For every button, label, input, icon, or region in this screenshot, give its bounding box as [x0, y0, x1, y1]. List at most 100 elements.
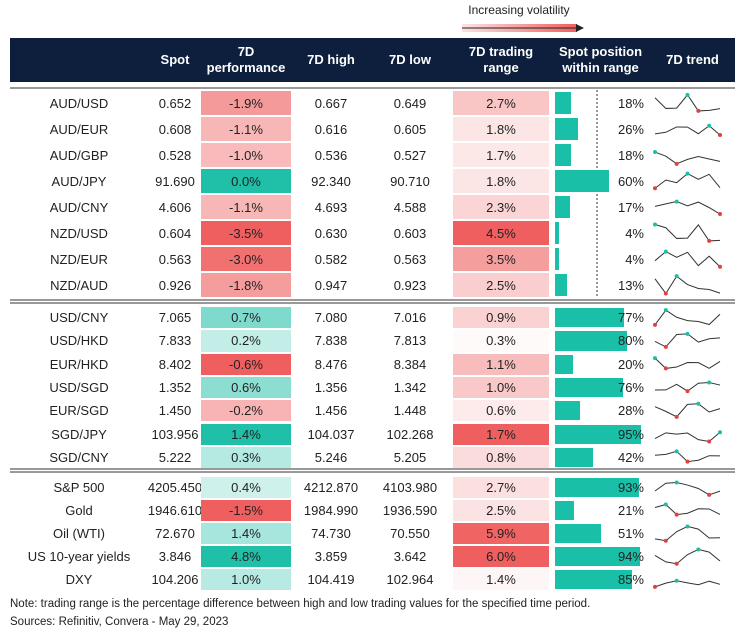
trend-low: [663, 291, 668, 296]
trend-high: [674, 274, 679, 279]
range-cell: 2.3%: [453, 195, 549, 219]
position-label: 18%: [617, 147, 644, 163]
performance-cell: 1.4%: [201, 423, 291, 445]
performance-cell: 0.6%: [201, 376, 291, 399]
row-label: Gold: [65, 503, 93, 518]
column-header: 7D performance: [206, 44, 286, 75]
value-cell: 1.352: [158, 380, 192, 396]
value-cell: 0.605: [393, 121, 427, 137]
column-header: 7D trading range: [468, 44, 534, 75]
trend-high: [653, 222, 657, 227]
position-label: 94%: [617, 549, 644, 564]
position-bar: [555, 501, 574, 520]
trend-low: [696, 108, 701, 113]
range-cell: 6.0%: [453, 546, 549, 567]
value-cell: 0.528: [158, 147, 192, 163]
row-label: AUD/CNY: [49, 199, 109, 215]
trend-low: [707, 492, 712, 497]
range-cell: 1.7%: [453, 143, 549, 167]
position-label: 76%: [617, 380, 644, 396]
value-cell: 1.450: [158, 403, 192, 419]
trend-low: [674, 561, 679, 566]
value-cell: 1.342: [393, 380, 427, 396]
performance-cell: 1.0%: [201, 569, 291, 590]
value-cell: 3.642: [393, 549, 427, 564]
trend-high: [718, 430, 722, 435]
value-cell: 8.476: [314, 356, 348, 372]
trend-low: [718, 212, 722, 217]
range-cell: 1.8%: [453, 169, 549, 193]
position-label: 18%: [617, 95, 644, 111]
trend-low: [653, 322, 657, 327]
value-cell: 0.667: [314, 95, 348, 111]
trend-high: [685, 171, 690, 176]
trend-low: [674, 161, 679, 166]
value-cell: 104.419: [307, 572, 355, 587]
trend-line: [654, 94, 721, 112]
value-cell: 5.246: [314, 449, 348, 465]
trend-line: [654, 403, 721, 418]
row-label: SGD/CNY: [49, 449, 109, 465]
value-cell: 7.813: [393, 333, 427, 349]
trend-low: [707, 238, 712, 243]
position-bar: [555, 222, 559, 244]
range-cell: 2.5%: [453, 500, 549, 521]
position-bar: [555, 274, 567, 296]
value-cell: 0.527: [393, 147, 427, 163]
position-label: 60%: [617, 173, 644, 189]
trend-low: [663, 366, 668, 371]
value-cell: 3.846: [158, 549, 192, 564]
row-label: USD/HKD: [49, 333, 109, 349]
performance-cell: -3.5%: [201, 221, 291, 245]
value-cell: 0.923: [393, 277, 427, 293]
trend-high: [653, 356, 657, 361]
row-label: AUD/USD: [49, 95, 109, 111]
value-cell: 8.402: [158, 356, 192, 372]
position-bar: [555, 424, 641, 444]
trend-high: [707, 123, 712, 128]
trend-high: [653, 150, 657, 155]
position-label: 4%: [625, 251, 644, 267]
trend-low: [685, 459, 690, 464]
value-cell: 8.384: [393, 356, 427, 372]
range-cell: 0.6%: [453, 400, 549, 422]
row-label: US 10-year yields: [27, 549, 131, 564]
row-label: EUR/HKD: [49, 356, 109, 372]
trend-high: [663, 308, 668, 313]
range-cell: 4.5%: [453, 221, 549, 245]
value-cell: 7.080: [314, 310, 348, 326]
performance-cell: -1.8%: [201, 273, 291, 297]
range-cell: 2.7%: [453, 477, 549, 498]
position-bar: [555, 118, 579, 140]
row-label: AUD/GBP: [49, 147, 109, 163]
trend-low: [685, 389, 690, 394]
position-label: 17%: [617, 199, 644, 215]
performance-cell: 0.3%: [201, 446, 291, 469]
position-label: 13%: [617, 277, 644, 293]
performance-cell: -1.5%: [201, 500, 291, 521]
trend-low: [663, 344, 668, 349]
value-cell: 5.205: [393, 449, 427, 465]
value-cell: 4205.450: [147, 480, 203, 495]
value-cell: 72.670: [155, 526, 195, 541]
column-header: Spot position within range: [558, 44, 643, 75]
row-label: NZD/USD: [50, 225, 108, 241]
row-label: SGD/JPY: [51, 426, 107, 442]
position-label: 51%: [617, 526, 644, 541]
value-cell: 1.356: [314, 380, 348, 396]
performance-cell: -0.2%: [201, 400, 291, 422]
value-cell: 104.037: [307, 426, 355, 442]
position-label: 95%: [617, 426, 644, 442]
position-bar: [555, 354, 573, 374]
value-cell: 1.456: [314, 403, 348, 419]
row-label: AUD/EUR: [49, 121, 109, 137]
trend-line: [654, 580, 721, 588]
trend-line: [654, 201, 721, 215]
range-cell: 0.9%: [453, 307, 549, 329]
value-cell: 0.947: [314, 277, 348, 293]
value-cell: 0.604: [158, 225, 192, 241]
row-label: NZD/EUR: [50, 251, 108, 267]
value-cell: 104.206: [151, 572, 199, 587]
position-label: 80%: [617, 333, 644, 349]
